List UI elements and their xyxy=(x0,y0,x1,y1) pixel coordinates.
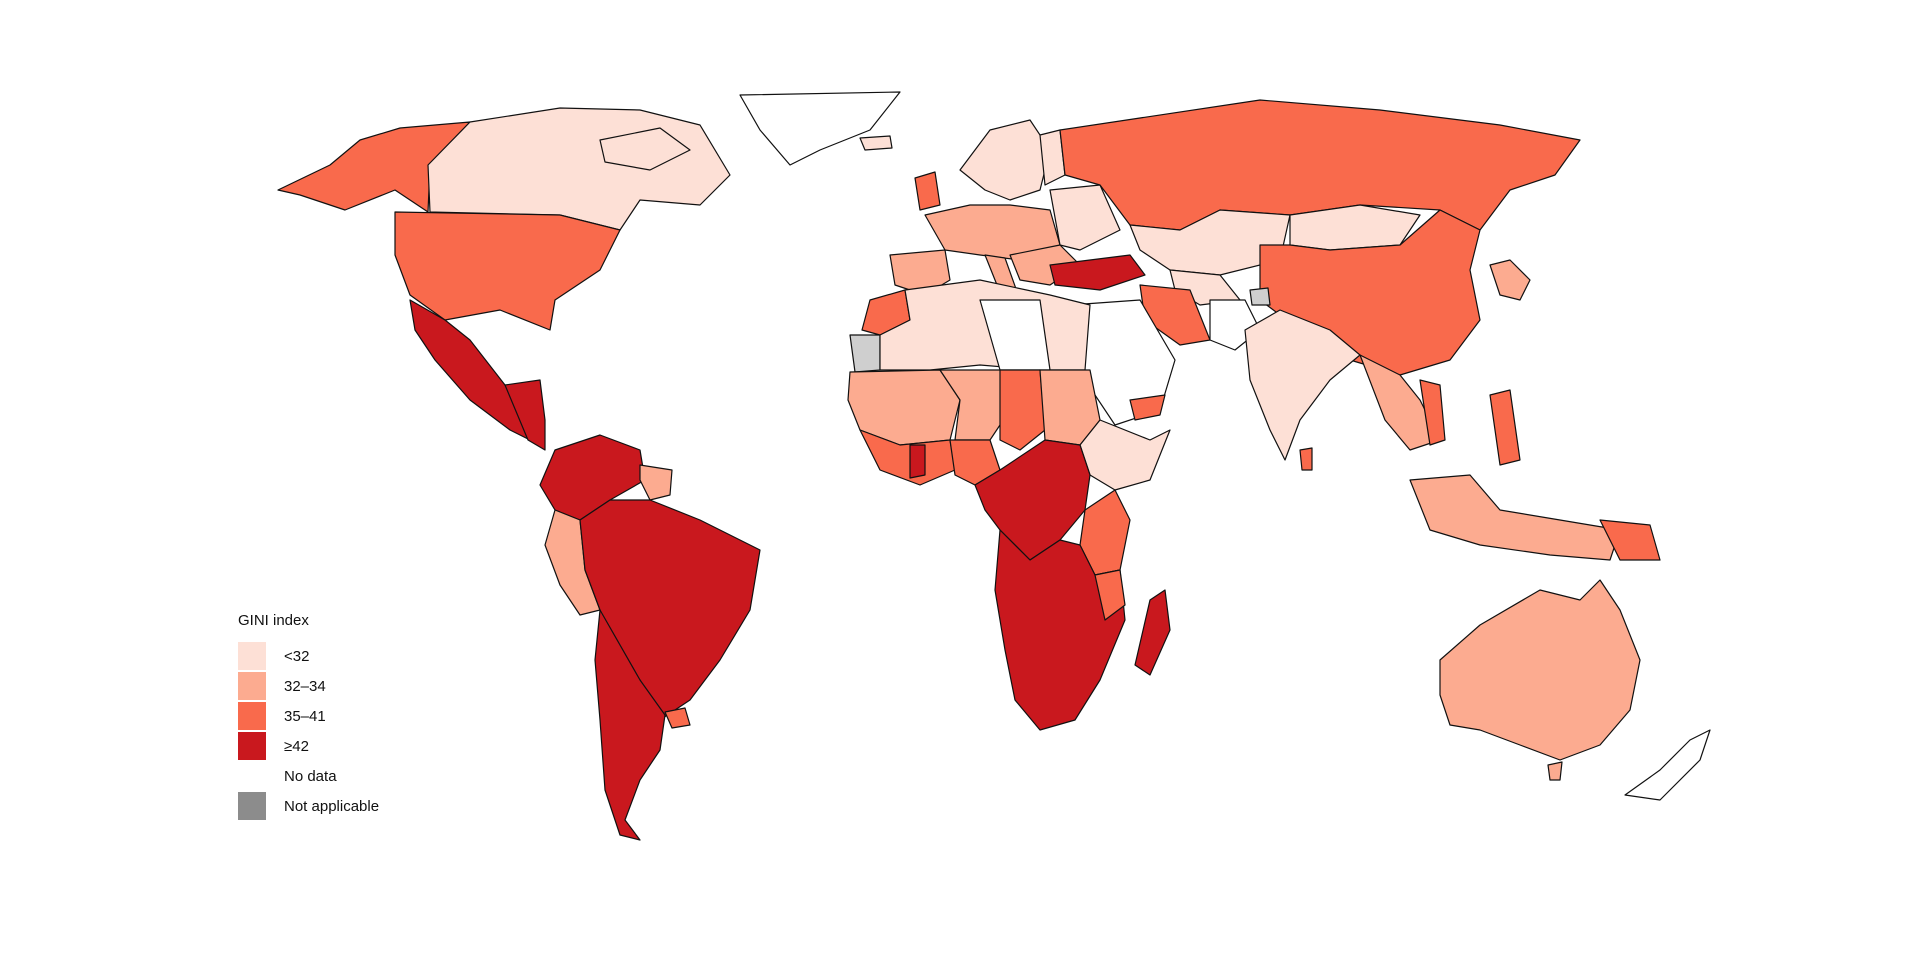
region-mongolia xyxy=(1289,204,1421,251)
region-ghana xyxy=(909,444,926,479)
region-uruguay xyxy=(664,707,691,729)
legend-swatch xyxy=(238,792,266,820)
legend-item: Not applicable xyxy=(238,791,379,821)
region-turkey xyxy=(1049,254,1146,291)
region-sri-lanka xyxy=(1299,447,1313,471)
region-uk-ireland xyxy=(914,171,941,211)
region-tasmania xyxy=(1547,761,1563,781)
region-chad xyxy=(999,369,1046,451)
legend-item: 35–41 xyxy=(238,701,379,731)
region-papua xyxy=(1599,519,1661,561)
region-southern-cone xyxy=(594,609,666,841)
region-vietnam xyxy=(1419,379,1446,446)
legend-swatch xyxy=(238,762,266,790)
region-guianas xyxy=(639,464,673,501)
region-horn xyxy=(1079,419,1171,491)
region-australia xyxy=(1439,579,1641,761)
legend-item: <32 xyxy=(238,641,379,671)
legend-label: 32–34 xyxy=(284,677,326,695)
region-korea-japan xyxy=(1489,259,1531,301)
region-north-africa xyxy=(879,279,1091,371)
legend-label: No data xyxy=(284,767,337,785)
region-madagascar xyxy=(1134,589,1171,676)
legend-swatch xyxy=(238,732,266,760)
region-western-sahara xyxy=(849,334,881,373)
legend-label: <32 xyxy=(284,647,310,665)
legend-swatch xyxy=(238,702,266,730)
legend-label: Not applicable xyxy=(284,797,380,815)
legend-label: ≥42 xyxy=(284,737,309,755)
region-central-america xyxy=(504,379,546,451)
region-philippines xyxy=(1489,389,1521,466)
legend-swatch xyxy=(238,642,266,670)
region-canada xyxy=(427,107,731,231)
legend-item: ≥42 xyxy=(238,731,379,761)
region-kashmir xyxy=(1249,287,1271,306)
region-southern-africa xyxy=(994,529,1126,731)
region-usa xyxy=(394,211,621,331)
region-canada-islands xyxy=(599,127,691,171)
legend-swatch xyxy=(238,672,266,700)
map-legend: GINI index <32 32–34 35–41 ≥42 No data Not ap… xyxy=(238,612,379,821)
region-india xyxy=(1244,309,1361,461)
region-eastern-europe xyxy=(1049,184,1121,251)
region-greenland xyxy=(739,91,901,166)
legend-title: GINI index xyxy=(238,612,309,629)
region-mozambique xyxy=(1094,569,1126,621)
region-yemen xyxy=(1129,394,1166,421)
region-scandinavia xyxy=(959,119,1051,201)
legend-item: 32–34 xyxy=(238,671,379,701)
legend-label: 35–41 xyxy=(284,707,326,725)
legend-item: No data xyxy=(238,761,379,791)
legend-items: <32 32–34 35–41 ≥42 No data Not applicable xyxy=(238,641,379,821)
region-iceland xyxy=(859,135,893,151)
region-new-zealand xyxy=(1624,729,1711,801)
region-indonesia-malaysia xyxy=(1409,474,1621,561)
